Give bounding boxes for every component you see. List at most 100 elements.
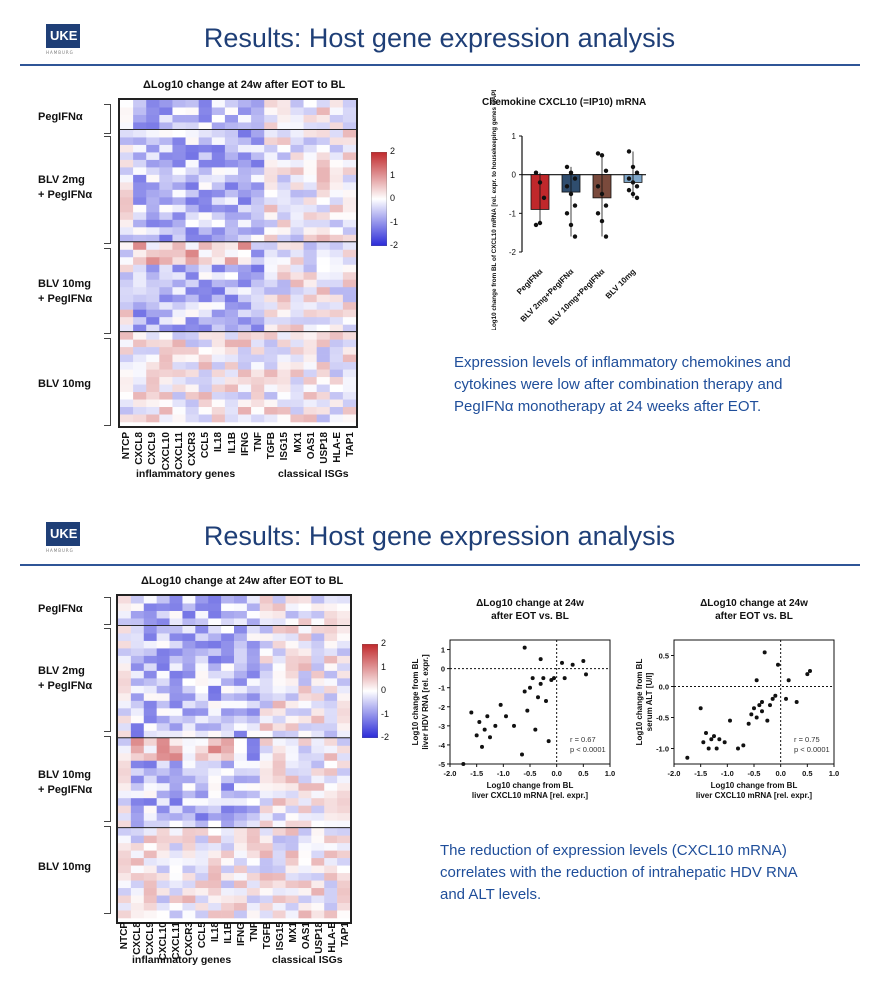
- heatmap-cell: [298, 805, 312, 814]
- heatmap-cell: [285, 640, 299, 649]
- data-point: [541, 195, 547, 201]
- data-point: [488, 735, 492, 740]
- heatmap-cell: [156, 760, 170, 769]
- heatmap-cell: [290, 302, 304, 310]
- y-axis-label: Log10 change from BLliver HDV RNA [rel. …: [411, 654, 430, 750]
- heatmap-cell: [316, 294, 331, 303]
- heatmap-cell: [156, 828, 170, 836]
- heatmap-cell: [272, 640, 286, 649]
- heatmap-cell: [120, 174, 134, 183]
- heatmap-cell: [272, 655, 286, 664]
- heatmap-cell: [159, 204, 173, 213]
- heatmap-cell: [290, 122, 304, 131]
- heatmap-cell: [311, 625, 325, 634]
- heatmap-cell: [143, 633, 157, 642]
- heatmap-cell: [198, 122, 213, 131]
- heatmap-cell: [246, 850, 261, 859]
- data-point: [584, 672, 588, 677]
- group-brace: [104, 597, 111, 625]
- gene-label-il18: IL18: [210, 922, 221, 943]
- heatmap-cell: [211, 234, 226, 243]
- heatmap-cell: [298, 655, 312, 664]
- heatmap-cell: [234, 828, 248, 836]
- gene-label-isg15: ISG15: [279, 432, 291, 461]
- heatmap-cell: [285, 663, 299, 672]
- heatmap-cell: [342, 212, 357, 221]
- heatmap-cell: [259, 873, 273, 881]
- heatmap-cell: [221, 790, 235, 799]
- heatmap-cell: [290, 362, 304, 370]
- slide-title: Results: Host gene expression analysis: [203, 23, 676, 53]
- heatmap-cell: [264, 264, 278, 273]
- heatmap-cell: [234, 678, 248, 687]
- group-label-blv10-peg-text: BLV 10mg + PegIFNα: [38, 769, 93, 796]
- heatmap-cell: [133, 302, 147, 310]
- heatmap-cell: [311, 655, 325, 664]
- heatmap-cell: [182, 730, 196, 739]
- heatmap-cell: [130, 880, 145, 889]
- heatmap-cell: [224, 384, 239, 393]
- heatmap-cell: [182, 760, 196, 769]
- heatmap-cell: [324, 693, 338, 702]
- heatmap-cell: [208, 783, 222, 791]
- heatmap-cell: [329, 392, 344, 400]
- data-point: [533, 222, 539, 228]
- heatmap-cell: [208, 873, 222, 881]
- data-point: [537, 180, 543, 185]
- heatmap-cell: [221, 625, 235, 634]
- heatmap-cell: [303, 339, 317, 348]
- heatmap-cell: [298, 880, 312, 889]
- heatmap-cell: [208, 790, 222, 799]
- heatmap-cell: [185, 152, 199, 161]
- heatmap-cell: [172, 174, 186, 183]
- heatmap-cell: [298, 888, 312, 896]
- heatmap-cell: [277, 339, 291, 348]
- heatmap-cell: [120, 414, 134, 423]
- heatmap-cell: [172, 354, 186, 363]
- heatmap-cell: [246, 715, 261, 724]
- heatmap-cell: [146, 309, 160, 318]
- heatmap-cell: [337, 685, 351, 694]
- heatmap-cell: [303, 264, 317, 273]
- heatmap-border: [118, 98, 358, 428]
- heatmap-cell: [159, 182, 173, 191]
- heatmap-cell: [172, 369, 186, 378]
- heatmap-cell: [118, 820, 132, 829]
- heatmap-cell: [143, 760, 157, 769]
- heatmap-cell: [238, 414, 252, 423]
- data-point: [493, 723, 498, 728]
- heatmap-cell: [130, 700, 145, 709]
- data-point: [538, 681, 543, 686]
- heatmap-cell: [133, 227, 147, 236]
- heatmap-cell: [316, 234, 331, 243]
- heatmap-cell: [208, 625, 222, 634]
- heatmap-cell: [118, 693, 132, 702]
- heatmap-cell: [316, 317, 331, 325]
- heatmap-cell: [221, 745, 235, 754]
- heatmap-cell: [264, 399, 278, 408]
- heatmap-cell: [316, 362, 331, 370]
- heatmap-cell: [143, 843, 157, 851]
- heatmap-cell: [169, 775, 183, 784]
- heatmap-title: ΔLog10 change at 24w after EOT to BL: [141, 575, 344, 587]
- gene-label-ntcp: NTCP: [121, 432, 132, 460]
- heatmap-cell: [118, 625, 132, 634]
- heatmap-cell: [221, 693, 235, 702]
- heatmap-cell: [337, 903, 351, 911]
- data-point: [603, 168, 609, 173]
- heatmap-cell: [251, 122, 265, 131]
- heatmap-cell: [182, 820, 196, 829]
- heatmap-cell: [221, 633, 235, 642]
- heatmap-cell: [234, 768, 248, 777]
- heatmap-cell: [195, 678, 209, 687]
- heatmap-cell: [251, 137, 265, 146]
- gene-label-usp18: USP18: [319, 432, 330, 464]
- heatmap-cell: [195, 813, 209, 821]
- heatmap-cell: [156, 596, 170, 604]
- heatmap-cell: [211, 369, 226, 378]
- heatmap-cell: [316, 174, 331, 183]
- heatmap-cell: [120, 219, 134, 228]
- heatmap-cell: [156, 903, 170, 911]
- heatmap-cell: [185, 107, 199, 116]
- heatmap-cell: [303, 392, 317, 400]
